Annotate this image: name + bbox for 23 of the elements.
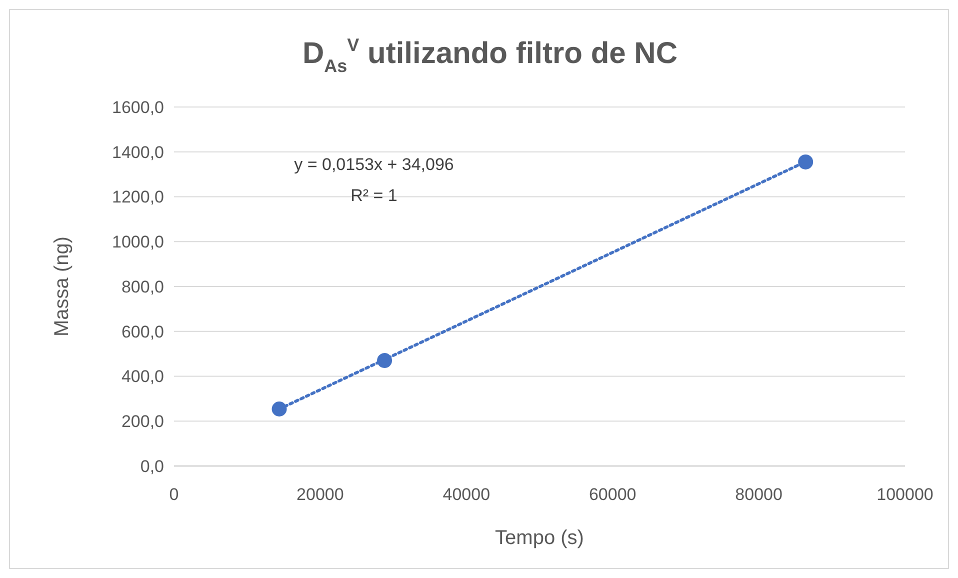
annotation: R² = 1	[350, 186, 398, 205]
x-tick-label: 100000	[876, 485, 934, 504]
x-tick-label: 60000	[588, 485, 636, 504]
y-tick-label: 1000,0	[112, 232, 164, 252]
y-tick-label: 800,0	[121, 277, 164, 296]
x-tick-label: 20000	[296, 485, 344, 504]
y-tick-label: 600,0	[121, 322, 164, 342]
x-tick-label: 40000	[442, 485, 490, 504]
chart-title: D$_{As}$$^{V}$ utilizando filtro de NC	[302, 35, 678, 76]
y-tick-label: 1200,0	[112, 188, 164, 207]
annotation: y = 0,0153x + 34,096	[294, 155, 454, 174]
point	[798, 154, 814, 170]
y-tick-label: 0,0	[140, 456, 164, 476]
point	[377, 353, 392, 368]
x-tick-label: 0	[169, 485, 179, 504]
y-tick-label: 200,0	[121, 412, 164, 432]
x-tick-label: 80000	[735, 485, 782, 504]
x-axis-title: Tempo (s)	[495, 527, 584, 549]
y-tick-label: 1400,0	[112, 142, 164, 162]
y-tick-label: 1600,0	[112, 98, 164, 117]
point	[272, 402, 287, 417]
y-axis-title: Massa (ng)	[51, 236, 73, 337]
y-tick-label: 400,0	[121, 367, 164, 386]
